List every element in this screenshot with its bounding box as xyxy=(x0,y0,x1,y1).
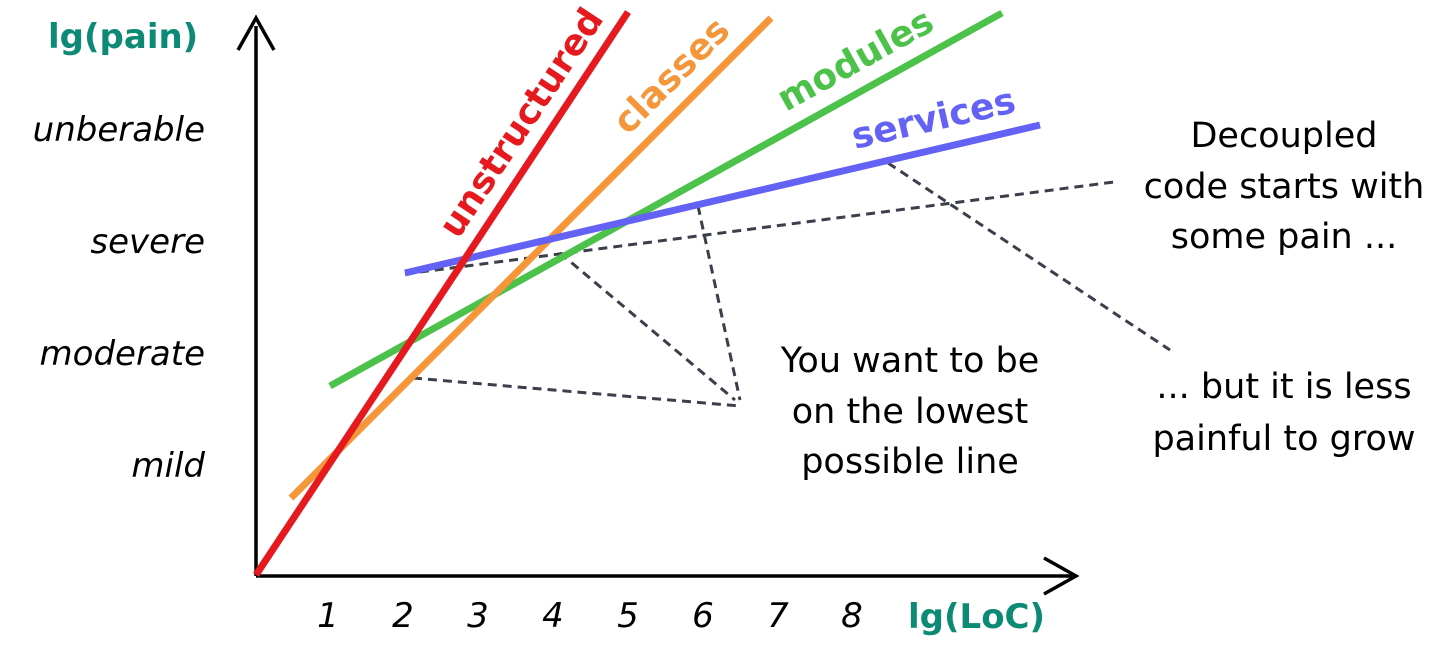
annotation-less-painful: ... but it is less painful to grow xyxy=(1152,367,1415,459)
y-axis-title: lg(pain) xyxy=(48,17,198,57)
annotation-decoupled-1: Decoupled xyxy=(1190,116,1377,156)
x-axis-arrow-icon xyxy=(1043,556,1080,596)
y-level-moderate: moderate xyxy=(40,334,205,374)
x-tick-1: 1 xyxy=(317,596,339,636)
y-axis-arrow-icon xyxy=(236,14,276,51)
x-tick-labels: 1 2 3 4 5 6 7 8 xyxy=(317,596,863,636)
annotation-decoupled: Decoupled code starts with some pain ... xyxy=(1144,116,1425,257)
x-tick-5: 5 xyxy=(617,596,639,636)
series-line-unstructured xyxy=(253,10,631,577)
annotation-lowest-line-2: on the lowest xyxy=(792,392,1029,432)
guide-decoupled-baseline xyxy=(404,180,1115,276)
series-line-modules xyxy=(328,9,1004,390)
y-level-labels: mild moderate severe unberable xyxy=(33,110,206,486)
guide-classes-to-target xyxy=(412,376,741,408)
series-line-services xyxy=(404,121,1041,277)
annotation-decoupled-2: code starts with xyxy=(1144,167,1425,207)
y-level-unberable: unberable xyxy=(33,110,205,150)
y-level-severe: severe xyxy=(90,222,205,262)
annotation-less-painful-1: ... but it is less xyxy=(1156,367,1411,407)
x-tick-3: 3 xyxy=(467,596,489,636)
annotation-lowest-line-3: possible line xyxy=(801,442,1019,482)
series-label-classes: classes xyxy=(605,10,738,143)
y-level-mild: mild xyxy=(131,446,205,486)
annotation-less-painful-2: painful to grow xyxy=(1152,419,1415,459)
x-tick-8: 8 xyxy=(841,596,863,636)
annotation-lowest-line-1: You want to be xyxy=(780,341,1040,381)
series-line-classes xyxy=(288,15,774,501)
annotation-lowest-line: You want to be on the lowest possible li… xyxy=(780,341,1040,482)
x-axis-title: lg(LoC) xyxy=(908,597,1045,637)
annotation-decoupled-3: some pain ... xyxy=(1171,217,1397,257)
guide-lines xyxy=(404,161,1171,408)
x-tick-2: 2 xyxy=(392,596,414,636)
x-tick-7: 7 xyxy=(767,596,789,636)
guide-services-slope xyxy=(887,161,1171,352)
x-tick-4: 4 xyxy=(542,596,564,636)
guide-services-to-target xyxy=(696,205,742,401)
guide-crossing-to-target xyxy=(559,251,736,402)
x-tick-6: 6 xyxy=(692,596,714,636)
series-label-services: services xyxy=(848,80,1020,157)
